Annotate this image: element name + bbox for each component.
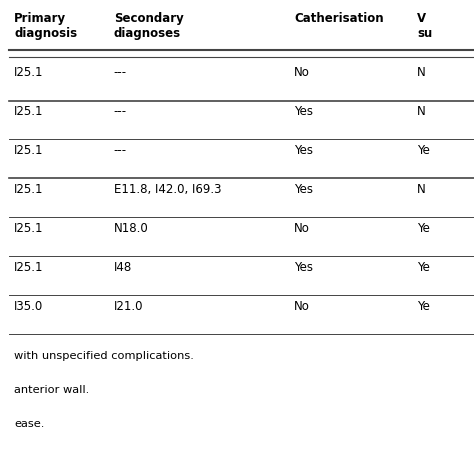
Text: Ye: Ye bbox=[417, 144, 430, 157]
Text: Yes: Yes bbox=[294, 261, 313, 273]
Text: Yes: Yes bbox=[294, 183, 313, 196]
Text: with unspecified complications.: with unspecified complications. bbox=[14, 351, 194, 361]
Text: No: No bbox=[294, 66, 310, 79]
Text: I25.1: I25.1 bbox=[14, 66, 44, 79]
Text: Ye: Ye bbox=[417, 261, 430, 273]
Text: Catherisation: Catherisation bbox=[294, 12, 383, 25]
Text: I35.0: I35.0 bbox=[14, 300, 44, 312]
Text: anterior wall.: anterior wall. bbox=[14, 385, 90, 395]
Text: Ye: Ye bbox=[417, 222, 430, 235]
Text: I25.1: I25.1 bbox=[14, 105, 44, 118]
Text: ---: --- bbox=[114, 144, 127, 157]
Text: V
su: V su bbox=[417, 12, 432, 40]
Text: I48: I48 bbox=[114, 261, 132, 273]
Text: ease.: ease. bbox=[14, 419, 45, 429]
Text: I25.1: I25.1 bbox=[14, 144, 44, 157]
Text: No: No bbox=[294, 222, 310, 235]
Text: I25.1: I25.1 bbox=[14, 261, 44, 273]
Text: Yes: Yes bbox=[294, 105, 313, 118]
Text: I21.0: I21.0 bbox=[114, 300, 143, 312]
Text: ---: --- bbox=[114, 105, 127, 118]
Text: Primary
diagnosis: Primary diagnosis bbox=[14, 12, 77, 40]
Text: N: N bbox=[417, 183, 426, 196]
Text: N18.0: N18.0 bbox=[114, 222, 148, 235]
Text: ---: --- bbox=[114, 66, 127, 79]
Text: I25.1: I25.1 bbox=[14, 183, 44, 196]
Text: N: N bbox=[417, 105, 426, 118]
Text: I25.1: I25.1 bbox=[14, 222, 44, 235]
Text: Ye: Ye bbox=[417, 300, 430, 312]
Text: No: No bbox=[294, 300, 310, 312]
Text: Secondary
diagnoses: Secondary diagnoses bbox=[114, 12, 183, 40]
Text: N: N bbox=[417, 66, 426, 79]
Text: E11.8, I42.0, I69.3: E11.8, I42.0, I69.3 bbox=[114, 183, 221, 196]
Text: Yes: Yes bbox=[294, 144, 313, 157]
